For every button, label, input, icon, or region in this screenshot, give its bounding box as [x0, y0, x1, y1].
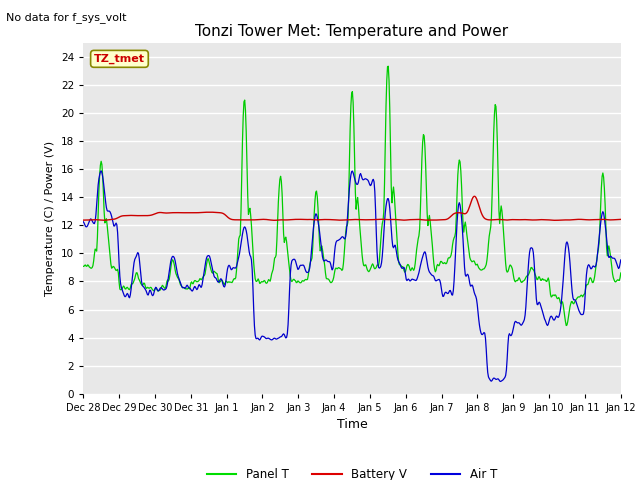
Text: No data for f_sys_volt: No data for f_sys_volt: [6, 12, 127, 23]
Y-axis label: Temperature (C) / Power (V): Temperature (C) / Power (V): [45, 141, 56, 296]
Title: Tonzi Tower Met: Temperature and Power: Tonzi Tower Met: Temperature and Power: [195, 24, 509, 39]
X-axis label: Time: Time: [337, 418, 367, 431]
Legend: Panel T, Battery V, Air T: Panel T, Battery V, Air T: [202, 463, 502, 480]
Text: TZ_tmet: TZ_tmet: [94, 54, 145, 64]
